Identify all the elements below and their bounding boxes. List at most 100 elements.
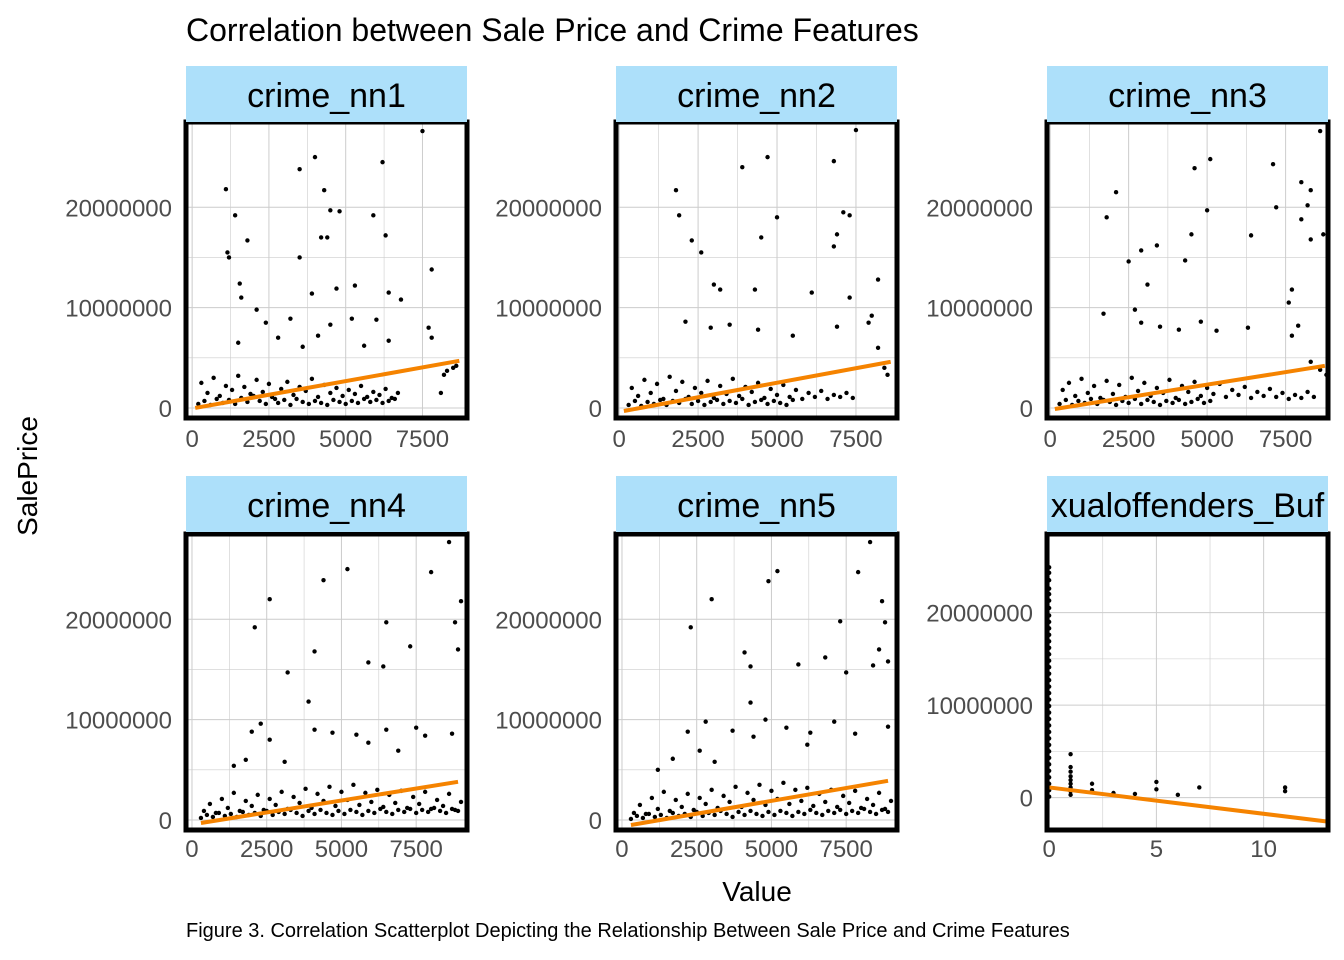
data-point	[1286, 300, 1291, 305]
data-point	[648, 390, 653, 396]
data-point	[885, 372, 890, 378]
data-point	[297, 255, 302, 260]
data-point	[1273, 205, 1279, 210]
data-point	[1068, 774, 1073, 779]
data-point	[343, 401, 348, 407]
data-point	[751, 734, 756, 739]
data-point	[781, 780, 786, 786]
data-point	[267, 597, 272, 602]
data-point	[752, 399, 758, 405]
data-point	[631, 810, 637, 816]
data-point	[855, 569, 861, 575]
data-point	[328, 322, 333, 327]
data-point	[288, 316, 293, 321]
x-tick-label: 7500	[396, 426, 449, 453]
data-point	[306, 808, 311, 814]
chart-title: Correlation between Sale Price and Crime…	[186, 12, 919, 48]
data-points	[1047, 565, 1328, 799]
data-point	[1104, 215, 1109, 220]
data-point	[1321, 232, 1326, 237]
strip-label: crime_nn5	[677, 487, 836, 525]
data-point	[1101, 311, 1106, 316]
data-points	[1057, 128, 1328, 408]
data-point	[426, 325, 431, 330]
data-point	[769, 788, 774, 794]
data-point	[372, 810, 377, 816]
data-point	[204, 812, 210, 818]
data-point	[1223, 394, 1229, 400]
data-point	[285, 379, 290, 385]
data-point	[352, 283, 358, 288]
data-point	[832, 719, 837, 724]
strip-background	[1047, 476, 1328, 532]
data-point	[211, 375, 216, 381]
data-point	[1308, 359, 1313, 365]
data-point	[873, 811, 879, 817]
data-point	[703, 801, 708, 807]
data-point	[345, 566, 350, 572]
data-point	[820, 812, 825, 818]
data-point	[855, 810, 861, 816]
data-point	[711, 282, 717, 287]
data-point	[408, 644, 413, 649]
x-tick-label: 0	[185, 836, 198, 863]
data-point	[205, 390, 210, 396]
data-point	[864, 796, 870, 802]
data-point	[383, 233, 388, 238]
regression-line	[200, 779, 459, 825]
strip-label: crime_nn4	[247, 487, 406, 525]
data-point	[642, 377, 647, 383]
gridlines	[1047, 122, 1328, 418]
panel-border	[1044, 531, 1331, 833]
x-tick-label: 0	[612, 426, 625, 453]
panel-border	[613, 119, 900, 421]
data-point	[1068, 769, 1073, 774]
x-tick-label: 5000	[319, 426, 372, 453]
data-point	[823, 655, 828, 660]
data-point	[1248, 395, 1254, 401]
data-point	[257, 398, 262, 404]
data-point	[727, 398, 732, 404]
data-point	[260, 389, 265, 395]
y-tick-label: 10000000	[65, 708, 172, 735]
data-point	[885, 809, 891, 815]
data-point	[300, 399, 305, 405]
data-point	[763, 717, 768, 722]
data-point	[231, 790, 237, 796]
data-point	[360, 812, 365, 818]
data-point	[712, 759, 717, 764]
data-point	[835, 804, 840, 810]
data-point	[346, 387, 351, 393]
data-point	[258, 721, 263, 726]
data-point	[330, 812, 335, 818]
data-point	[361, 396, 367, 402]
data-point	[446, 791, 452, 797]
y-tick-label: 20000000	[495, 607, 602, 634]
data-point	[1182, 401, 1188, 407]
data-point	[1138, 248, 1144, 253]
facet-strip: crime_nn2	[616, 66, 897, 122]
data-point	[853, 127, 859, 133]
data-point	[645, 399, 650, 405]
data-point	[1154, 243, 1160, 248]
y-tick-label: 0	[1020, 786, 1033, 813]
data-point	[777, 400, 783, 406]
data-point	[1113, 402, 1119, 408]
data-point	[330, 730, 335, 735]
data-point	[689, 238, 694, 243]
data-point	[849, 808, 855, 814]
data-point	[236, 340, 241, 345]
data-point	[793, 787, 798, 793]
y-tick-label: 10000000	[65, 296, 172, 323]
data-point	[876, 647, 882, 652]
data-point	[685, 791, 690, 797]
data-point	[374, 397, 379, 403]
data-point	[375, 787, 380, 793]
data-point	[768, 386, 773, 392]
data-point	[721, 793, 726, 799]
strip-background	[616, 66, 897, 122]
data-point	[646, 811, 652, 817]
data-point	[275, 400, 281, 406]
strip-label: xualoffenders_Buf	[1051, 487, 1325, 525]
x-tick-label: 2500	[671, 426, 724, 453]
